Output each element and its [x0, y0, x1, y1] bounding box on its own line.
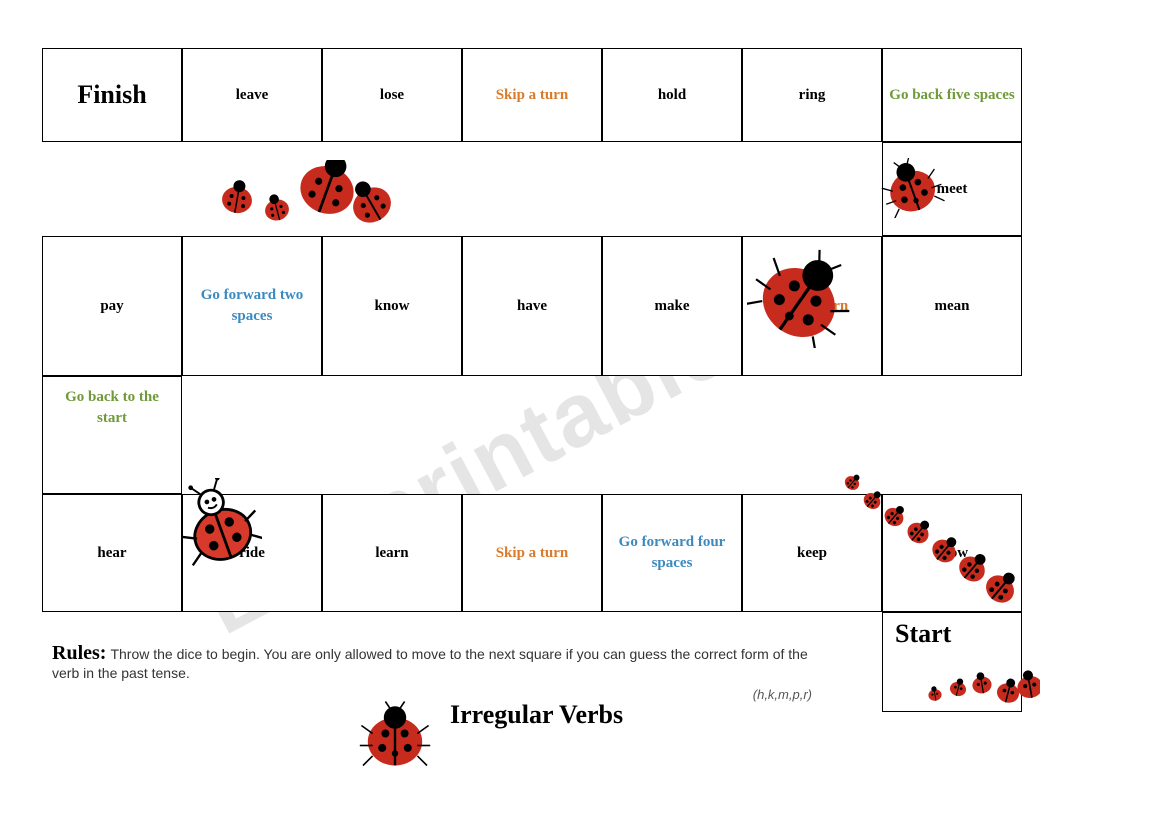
- ladybug-icon: [355, 700, 435, 775]
- cell-r3c4: have: [462, 236, 602, 376]
- cell-text-r3c4: have: [517, 296, 547, 317]
- cell-text-r5c4: Skip a turn: [496, 543, 569, 564]
- cell-r5c5: Go forward four spaces: [602, 494, 742, 612]
- cell-r1c4: Skip a turn: [462, 48, 602, 142]
- cell-r4c1: Go back to the start: [42, 376, 182, 494]
- cell-text-r3c7: mean: [935, 296, 970, 317]
- cell-text-r5c3: learn: [375, 543, 408, 564]
- rules-label: Rules:: [52, 642, 106, 664]
- cell-r1c3: lose: [322, 48, 462, 142]
- cell-text-r1c3: lose: [380, 85, 404, 106]
- cell-r3c1: pay: [42, 236, 182, 376]
- cell-r3c5: make: [602, 236, 742, 376]
- ladybug-icon: [920, 665, 1040, 710]
- cell-r5c3: learn: [322, 494, 462, 612]
- cell-text-r5c5: Go forward four spaces: [609, 532, 735, 574]
- cell-r1c2: leave: [182, 48, 322, 142]
- cell-text-r4c1: Go back to the start: [49, 387, 175, 429]
- cell-r3c7: mean: [882, 236, 1022, 376]
- cell-text-r3c2: Go forward two spaces: [189, 285, 315, 327]
- rules-hint: (h,k,m,p,r): [753, 687, 812, 702]
- rules-block: Rules: Throw the dice to begin. You are …: [52, 642, 812, 702]
- cell-r1c6: ring: [742, 48, 882, 142]
- cell-text-r5c6: keep: [797, 543, 827, 564]
- cell-text-r5c1: hear: [97, 543, 126, 564]
- rules-text: Throw the dice to begin. You are only al…: [52, 646, 808, 681]
- cell-r1c7: Go back five spaces: [882, 48, 1022, 142]
- cell-text-r1c5: hold: [658, 85, 686, 106]
- ladybug-icon: [874, 158, 949, 218]
- ladybug-icon: [832, 473, 1022, 623]
- cell-text-r1c2: leave: [236, 85, 268, 106]
- cell-r1c1: Finish: [42, 48, 182, 142]
- cell-r1c5: hold: [602, 48, 742, 142]
- cell-r3c3: know: [322, 236, 462, 376]
- ladybug-icon: [207, 160, 407, 240]
- cell-r5c1: hear: [42, 494, 182, 612]
- title-text: Irregular Verbs: [450, 700, 623, 730]
- cell-text-r1c6: ring: [799, 85, 826, 106]
- cell-text-r3c3: know: [374, 296, 409, 317]
- cell-text-r3c5: make: [655, 296, 690, 317]
- ladybug-icon: [177, 478, 262, 573]
- ladybug-icon: [747, 248, 857, 348]
- cell-text-r1c1: Finish: [77, 80, 146, 110]
- cell-text-r1c7: Go back five spaces: [889, 85, 1014, 106]
- cell-text-r6c7: Start: [895, 619, 951, 649]
- cell-r3c2: Go forward two spaces: [182, 236, 322, 376]
- cell-r5c4: Skip a turn: [462, 494, 602, 612]
- cell-text-r3c1: pay: [100, 296, 123, 317]
- cell-text-r1c4: Skip a turn: [496, 85, 569, 106]
